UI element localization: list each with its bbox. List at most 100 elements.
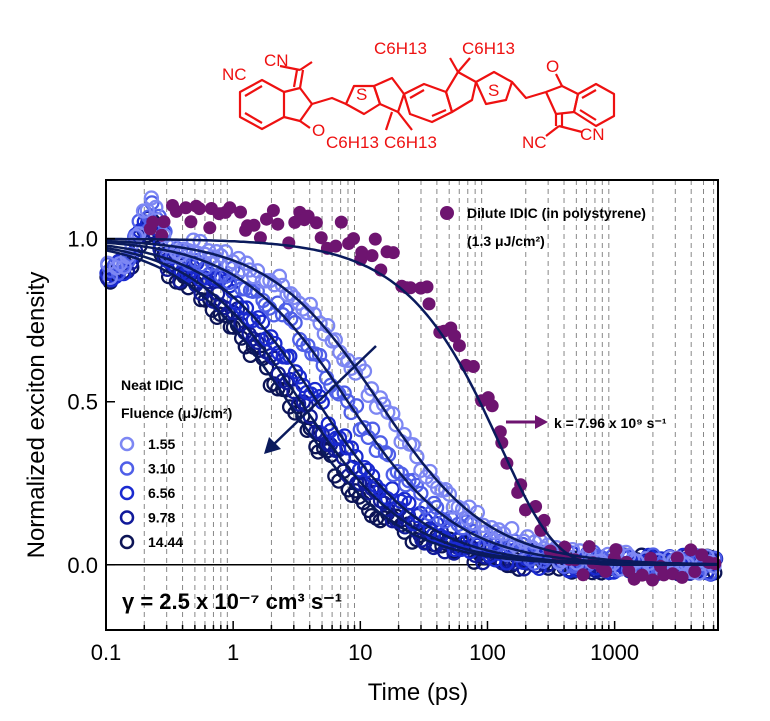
data-point-dilute xyxy=(365,249,379,263)
data-point-6.56 xyxy=(267,335,283,352)
right-ring-inner-bond xyxy=(581,89,597,99)
data-point-6.56 xyxy=(234,300,250,316)
data-point-dilute xyxy=(420,280,434,294)
left-cyano-bond xyxy=(299,61,313,71)
legend-label-3.10: 3.10 xyxy=(148,461,175,477)
right-five-ring xyxy=(544,84,580,116)
data-point-3.10 xyxy=(356,420,372,436)
data-point-dilute xyxy=(386,246,400,260)
fit-curves xyxy=(105,237,719,567)
data-point-dilute xyxy=(179,201,193,215)
data-point-dilute xyxy=(422,297,436,311)
sulfur-label: S xyxy=(356,85,367,104)
data-point-dilute xyxy=(609,543,623,557)
rate-constant-label: k = 7.96 x 10⁹ s⁻¹ xyxy=(554,415,667,431)
data-point-dilute xyxy=(576,568,590,582)
data-point-dilute xyxy=(247,218,261,232)
data-point-3.10 xyxy=(336,385,352,401)
trend-arrow-head xyxy=(264,437,281,454)
data-point-3.10 xyxy=(413,485,429,502)
legend-label-1.55: 1.55 xyxy=(148,436,175,452)
central-ring-inner-bond xyxy=(409,89,425,99)
legend-marker-6.56 xyxy=(119,485,135,501)
legend-label-dilute: Dilute IDIC (in polystyrene) xyxy=(467,205,646,221)
alkyl-chain-label: C6H13 xyxy=(326,133,379,152)
right-benzene-ring xyxy=(572,82,616,128)
x-tick-label: 1 xyxy=(227,640,239,665)
data-point-dilute xyxy=(260,212,273,226)
data-point-9.78 xyxy=(295,394,312,410)
legend-marker-9.78 xyxy=(119,510,135,525)
oxygen-label: O xyxy=(546,57,559,76)
y-tick-label: 0.5 xyxy=(67,390,98,415)
data-point-1.55 xyxy=(283,286,299,302)
alkyl-chain-label: C6H13 xyxy=(374,39,427,58)
data-point-1.55 xyxy=(483,519,500,536)
data-point-6.56 xyxy=(401,495,417,511)
data-point-dilute xyxy=(599,564,613,578)
fluence-trend-arrow xyxy=(264,345,377,454)
data-point-1.55 xyxy=(445,499,461,515)
rate-annotation: k = 7.96 x 10⁹ s⁻¹ xyxy=(506,415,667,431)
data-point-1.55 xyxy=(504,520,520,537)
left-exo-double-bond xyxy=(298,69,305,89)
data-point-dilute xyxy=(688,565,702,578)
data-point-6.56 xyxy=(339,440,355,456)
legend-marker-1.55 xyxy=(119,436,135,452)
data-point-dilute xyxy=(223,201,237,215)
legend-sublabel-dilute: (1.3 μJ/cm²) xyxy=(467,233,545,249)
data-point-dilute xyxy=(635,568,649,582)
central-ring-inner-bond xyxy=(431,108,447,118)
quaternary-carbon-bottom xyxy=(397,111,413,131)
data-point-1.55 xyxy=(422,463,438,480)
axis-tick-labels: 0.1 1 10 100 1000 0.0 0.5 1.0 xyxy=(67,227,639,665)
data-point-dilute xyxy=(314,231,328,245)
y-axis-title: Normalized exciton density xyxy=(23,272,50,559)
left-vinyl-link xyxy=(311,96,347,106)
data-point-dilute xyxy=(452,339,466,353)
cyano-label: NC xyxy=(522,133,547,152)
right-vinyl-link xyxy=(511,81,547,100)
cyano-label: NC xyxy=(222,65,247,84)
data-point-6.56 xyxy=(447,541,463,558)
data-point-1.55 xyxy=(271,268,288,284)
legend-marker-14.44 xyxy=(119,534,135,550)
legend-marker-3.10 xyxy=(119,461,135,476)
left-exo-double-bond xyxy=(292,69,299,88)
data-point-dilute xyxy=(675,570,689,584)
right-carbonyl xyxy=(555,73,563,87)
x-tick-label: 10 xyxy=(348,640,372,665)
right-ring-inner-bond xyxy=(579,109,597,121)
fit-curve-1.55 xyxy=(105,239,719,566)
data-point-6.56 xyxy=(303,386,319,402)
data-point-dilute xyxy=(466,360,480,373)
cyano-label: CN xyxy=(264,51,289,70)
data-point-1.55 xyxy=(143,190,160,206)
left-carbonyl xyxy=(299,120,311,129)
data-point-dilute xyxy=(670,551,684,565)
x-axis-title: Time (ps) xyxy=(368,679,468,706)
quaternary-carbon-top xyxy=(457,57,471,73)
data-point-dilute xyxy=(582,540,596,554)
rate-arrow-head xyxy=(535,415,548,429)
right-thiophene-ring xyxy=(474,70,514,106)
idic-molecule-structure xyxy=(238,57,616,137)
left-cyano-bond xyxy=(279,64,301,72)
left-ring-inner-bond xyxy=(244,112,263,124)
data-point-3.10 xyxy=(300,338,316,354)
sulfur-label: S xyxy=(488,81,499,100)
data-point-dilute xyxy=(485,399,499,413)
data-point-dilute xyxy=(234,205,247,219)
plot-frame xyxy=(105,179,719,631)
legend-label-14.44: 14.44 xyxy=(148,534,183,550)
data-point-dilute xyxy=(646,573,659,587)
data-point-dilute xyxy=(157,215,171,229)
y-tick-label: 0.0 xyxy=(67,553,98,578)
data-point-1.55 xyxy=(388,417,404,433)
data-point-dilute xyxy=(192,202,206,216)
fit-curve-dilute xyxy=(106,237,718,567)
data-point-6.56 xyxy=(291,369,308,385)
data-point-dilute xyxy=(347,232,360,246)
data-point-dilute xyxy=(684,543,698,557)
data-point-1.55 xyxy=(363,381,380,397)
